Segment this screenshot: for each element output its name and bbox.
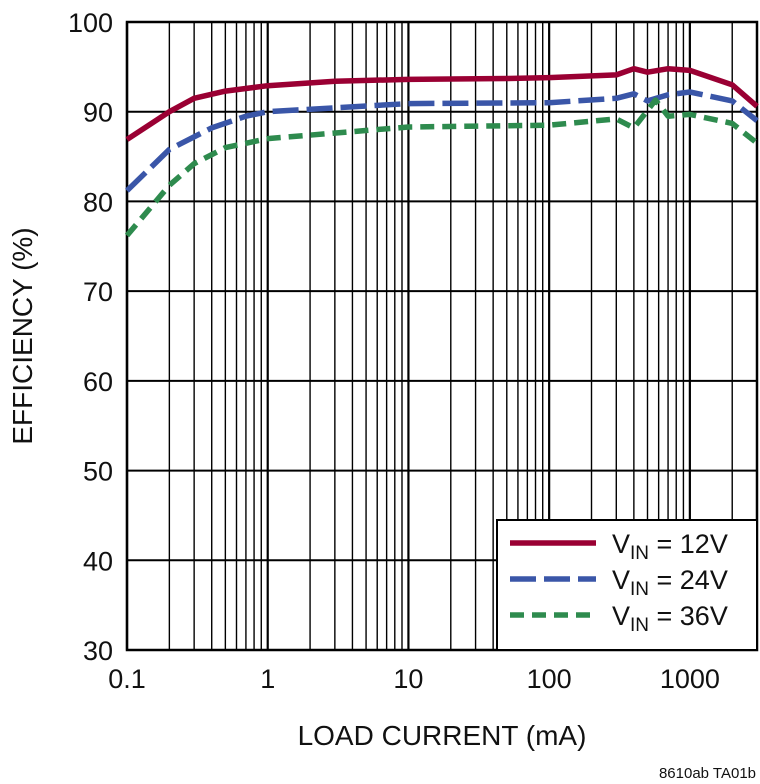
series-line-3 [124, 97, 759, 238]
legend-label-1: VIN = 12V [612, 529, 728, 564]
y-tick-label: 80 [83, 187, 113, 217]
y-tick-label: 50 [83, 457, 113, 487]
y-axis-label: EFFICIENCY (%) [7, 227, 38, 444]
tick-labels: 0.1 1 10 100 1000 30 40 50 60 70 80 90 100 [68, 8, 720, 694]
y-tick-label: 40 [83, 546, 113, 576]
y-tick-label: 100 [68, 8, 113, 38]
x-tick-label: 10 [393, 664, 423, 694]
y-tick-label: 60 [83, 367, 113, 397]
legend-label-3: VIN = 36V [612, 601, 728, 636]
x-tick-label: 100 [527, 664, 572, 694]
x-tick-label: 1000 [660, 664, 720, 694]
series-line-1 [125, 65, 759, 142]
x-axis-label: LOAD CURRENT (mA) [298, 720, 587, 751]
series-lines [124, 65, 759, 238]
x-tick-label: 1 [260, 664, 275, 694]
figure-code: 8610ab TA01b [659, 765, 756, 782]
plot-frame [125, 20, 759, 652]
y-tick-label: 90 [83, 98, 113, 128]
y-tick-label: 30 [83, 636, 113, 666]
series-line-2 [125, 89, 759, 193]
x-tick-label: 0.1 [108, 664, 146, 694]
y-tick-label: 70 [83, 277, 113, 307]
legend-label-2: VIN = 24V [612, 565, 728, 600]
